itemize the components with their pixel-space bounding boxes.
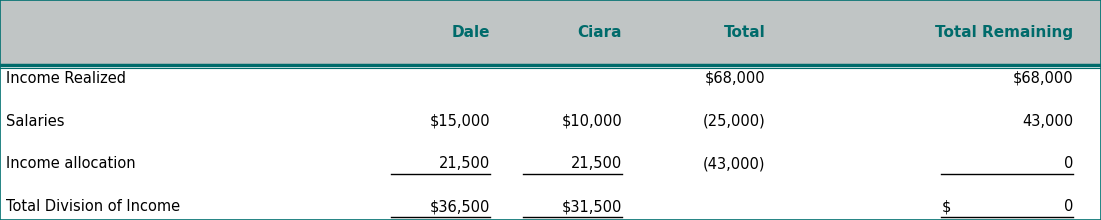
Text: 21,500: 21,500 xyxy=(438,156,490,171)
Text: (43,000): (43,000) xyxy=(702,156,765,171)
Text: Total Division of Income: Total Division of Income xyxy=(6,199,179,214)
Text: Salaries: Salaries xyxy=(6,114,64,128)
Text: $68,000: $68,000 xyxy=(705,71,765,86)
Text: Total: Total xyxy=(723,25,765,40)
Text: Income Realized: Income Realized xyxy=(6,71,126,86)
Bar xyxy=(0,0,1101,65)
Text: (25,000): (25,000) xyxy=(702,114,765,128)
Text: 43,000: 43,000 xyxy=(1023,114,1073,128)
Text: Dale: Dale xyxy=(451,25,490,40)
Text: $10,000: $10,000 xyxy=(562,114,622,128)
Text: Total Remaining: Total Remaining xyxy=(936,25,1073,40)
Text: Ciara: Ciara xyxy=(578,25,622,40)
Text: Income allocation: Income allocation xyxy=(6,156,135,171)
Text: $: $ xyxy=(941,199,951,214)
Bar xyxy=(0,65,1101,220)
Text: 0: 0 xyxy=(1064,199,1073,214)
Text: $15,000: $15,000 xyxy=(429,114,490,128)
Text: 21,500: 21,500 xyxy=(570,156,622,171)
Text: $68,000: $68,000 xyxy=(1013,71,1073,86)
Text: 0: 0 xyxy=(1064,156,1073,171)
Text: $36,500: $36,500 xyxy=(429,199,490,214)
Text: $31,500: $31,500 xyxy=(562,199,622,214)
